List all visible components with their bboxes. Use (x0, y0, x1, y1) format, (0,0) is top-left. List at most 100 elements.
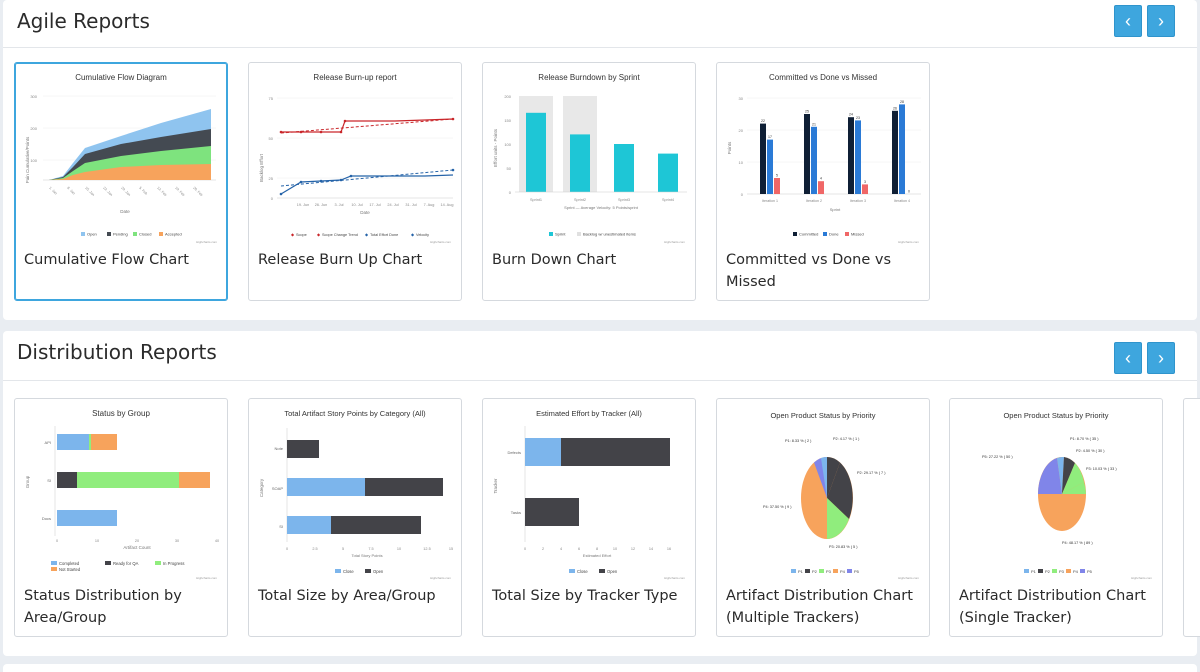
svg-text:P3: P3 (1059, 569, 1065, 574)
report-card-burn-down[interactable]: Release Burndown by Sprint Effort units … (482, 62, 696, 301)
report-card-status-distribution[interactable]: Status by Group Group API SI Docs 0 10 2… (14, 398, 228, 637)
svg-text:P1: P1 (798, 569, 804, 574)
report-card-release-burn-up[interactable]: Release Burn-up report Backlog Effort 75… (248, 62, 462, 301)
pie-chart (1038, 456, 1086, 531)
card-label: Total Size by Area/Group (258, 588, 436, 604)
svg-text:Docs: Docs (42, 516, 51, 521)
svg-text:◆: ◆ (365, 233, 369, 237)
chevron-left-icon: ‹ (1125, 348, 1131, 368)
agile-next-button[interactable]: › (1147, 5, 1175, 37)
svg-text:Open: Open (373, 569, 384, 574)
x-axis-label: Sprint (830, 207, 841, 212)
distribution-reports-title: Distribution Reports (17, 340, 217, 364)
svg-text:Velocity: Velocity (416, 233, 429, 237)
report-card-total-size-tracker[interactable]: Estimated Effort by Tracker (All) Tracke… (482, 398, 696, 637)
svg-text:0: 0 (286, 547, 288, 551)
card-label: Cumulative Flow Chart (24, 252, 189, 268)
agile-reports-title: Agile Reports (17, 9, 150, 33)
x-axis-label: Artifact Count (123, 545, 151, 550)
artifact-distribution-single-thumbnail: Open Product Status by Priority P1: 8.70… (982, 411, 1152, 580)
chart-title: Release Burndown by Sprint (538, 73, 640, 82)
total-size-tracker-thumbnail: Estimated Effort by Tracker (All) Tracke… (493, 409, 685, 580)
svg-text:1. Jan: 1. Jan (48, 186, 58, 196)
data-label: 26 (893, 106, 897, 110)
svg-text:75: 75 (269, 96, 274, 101)
svg-text:Total Effort Done: Total Effort Done (370, 233, 398, 237)
svg-text:P4: P4 (1073, 569, 1079, 574)
svg-text:8. Jan: 8. Jan (66, 186, 76, 196)
chart-title: Status by Group (92, 409, 150, 418)
svg-text:Iteration 1: Iteration 1 (762, 199, 778, 203)
chart-legend: ◆ Scope ◆ Scope Change Trend ◆ Total Effort… (291, 233, 429, 237)
svg-text:P2: 4.17 % ( 1 ): P2: 4.17 % ( 1 ) (833, 437, 860, 441)
y-axis-label: Group (25, 475, 30, 488)
chart-title: Open Product Status by Priority (1003, 411, 1108, 420)
y-axis-label: Category (259, 478, 264, 497)
chart-legend: Sprint Backlog w/ unestimated items (549, 232, 636, 237)
bar-sprint3 (614, 144, 634, 192)
svg-text:P2: P2 (1045, 569, 1051, 574)
svg-text:P1: 8.33 % ( 2 ): P1: 8.33 % ( 2 ) (785, 439, 812, 443)
svg-text:30: 30 (739, 96, 744, 101)
area-accepted (49, 164, 211, 180)
svg-text:15: 15 (449, 547, 453, 551)
bar-committed (760, 123, 766, 194)
card-label: Committed vs Done vs Missed (726, 252, 892, 290)
svg-text:Close: Close (577, 569, 588, 574)
distribution-prev-button[interactable]: ‹ (1114, 342, 1142, 374)
svg-text:8: 8 (596, 547, 598, 551)
svg-text:SI: SI (279, 524, 283, 529)
chevron-left-icon: ‹ (1125, 11, 1131, 31)
svg-text:0: 0 (271, 196, 274, 201)
svg-text:Open: Open (87, 232, 97, 237)
status-distribution-thumbnail: Status by Group Group API SI Docs 0 10 2… (25, 409, 219, 580)
chart-legend: Close Open (335, 569, 384, 574)
artifact-distribution-multiple-thumbnail: Open Product Status by Priority P1: 8.33… (763, 411, 919, 580)
svg-text:P2: P2 (812, 569, 818, 574)
svg-text:200: 200 (30, 126, 37, 131)
svg-text:Sprint: Sprint (555, 232, 566, 237)
scope-change-trend (280, 118, 454, 134)
svg-text:P5: 27.22 % ( 50 ): P5: 27.22 % ( 50 ) (982, 455, 1013, 459)
agile-prev-button[interactable]: ‹ (1114, 5, 1142, 37)
data-label: 23 (856, 116, 860, 120)
x-axis-label: Sprint — Average Velocity: 5 Points/spri… (564, 205, 639, 210)
svg-text:In Progress: In Progress (163, 561, 184, 566)
chart-legend: P1 P2 P3 P4 P5 (791, 569, 860, 574)
svg-text:Tasks: Tasks (511, 510, 521, 515)
svg-text:Not Started: Not Started (59, 567, 81, 572)
report-card-partial[interactable] (1183, 398, 1200, 637)
y-axis-label: Tracker (493, 478, 498, 494)
svg-text:19. Feb: 19. Feb (174, 186, 185, 197)
card-label: Status Distribution by Area/Group (24, 588, 182, 626)
report-card-total-size-area[interactable]: Total Artifact Story Points by Category … (248, 398, 462, 637)
svg-text:Sprint2: Sprint2 (574, 198, 586, 202)
svg-text:200: 200 (504, 94, 511, 99)
distribution-next-button[interactable]: › (1147, 342, 1175, 374)
svg-text:26. Jun: 26. Jun (315, 203, 327, 207)
svg-text:P1: 8.70 % ( 35 ): P1: 8.70 % ( 35 ) (1070, 437, 1099, 441)
bar-missed (774, 178, 780, 194)
svg-text:300: 300 (30, 94, 37, 99)
bar-missed (862, 184, 868, 194)
bar-done (855, 120, 861, 194)
report-card-committed-done-missed[interactable]: Committed vs Done vs Missed Points 30 20… (716, 62, 930, 301)
report-card-artifact-distribution-multiple[interactable]: Open Product Status by Priority P1: 8.33… (716, 398, 930, 637)
svg-text:Completed: Completed (59, 561, 80, 566)
svg-text:10: 10 (613, 547, 617, 551)
svg-text:0: 0 (524, 547, 526, 551)
report-card-artifact-distribution-single[interactable]: Open Product Status by Priority P1: 8.70… (949, 398, 1163, 637)
report-card-cumulative-flow[interactable]: Cumulative Flow Diagram Pain Cumulative/… (14, 62, 228, 301)
svg-text:Missed: Missed (851, 232, 864, 237)
release-burn-up-thumbnail: Release Burn-up report Backlog Effort 75… (259, 73, 455, 244)
next-section-edge (3, 664, 1197, 672)
svg-text:22. Jan: 22. Jan (102, 186, 113, 197)
card-label: Release Burn Up Chart (258, 252, 423, 268)
chart-legend: Committed Done Missed (793, 232, 864, 237)
svg-text:◆: ◆ (411, 233, 415, 237)
chart-legend: Open Pending Closed Accepted (81, 232, 182, 237)
watermark: Highcharts.com (196, 240, 217, 244)
svg-text:5. Feb: 5. Feb (138, 186, 148, 196)
svg-text:50: 50 (507, 166, 512, 171)
x-axis-label: Date (360, 210, 370, 215)
